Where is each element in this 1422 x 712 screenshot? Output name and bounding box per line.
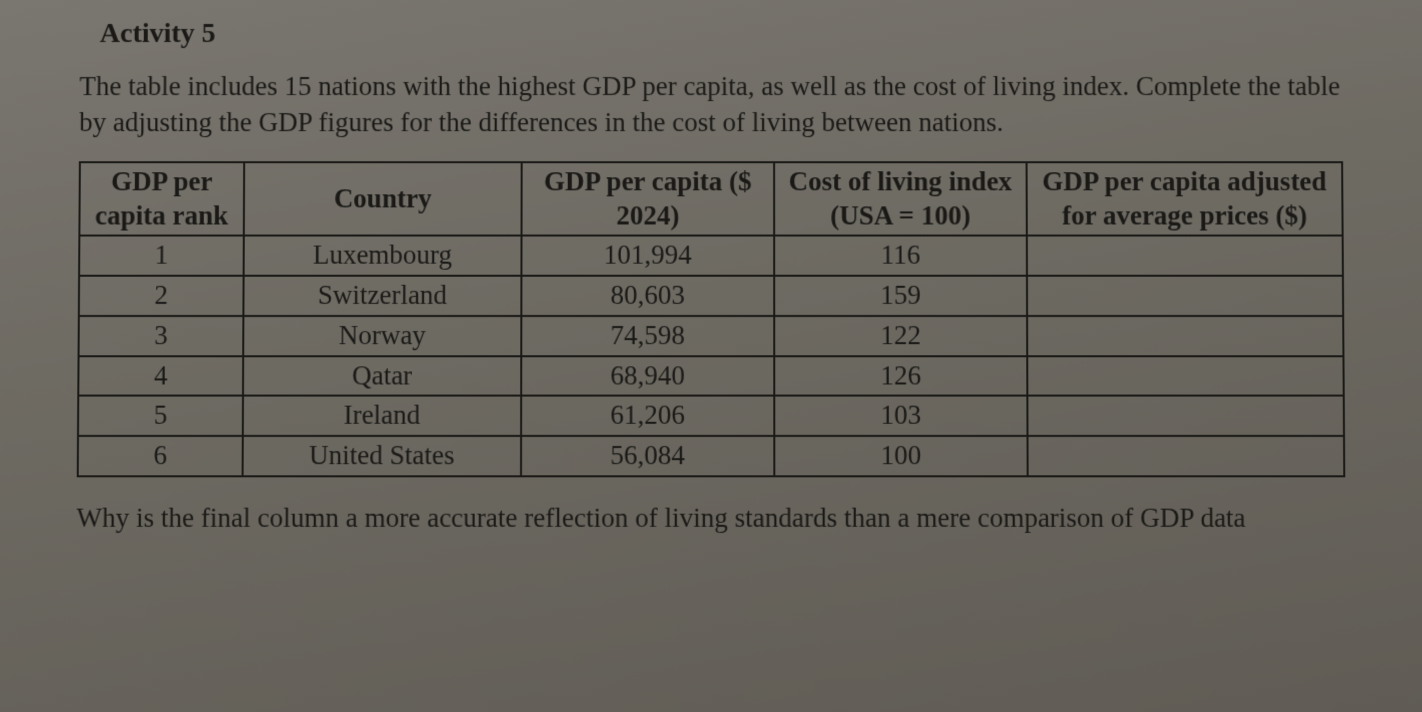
cell-rank: 3 [79,316,244,356]
intro-paragraph: The table includes 15 nations with the h… [79,68,1343,141]
header-col: Cost of living index (USA = 100) [774,162,1027,236]
page: Activity 5 The table includes 15 nations… [0,0,1422,712]
cell-col: 100 [774,436,1027,476]
table-row: 3 Norway 74,598 122 [79,316,1344,356]
header-gdp: GDP per capita ($ 2024) [521,162,774,236]
cell-col: 126 [774,356,1027,396]
cell-country: Ireland [243,396,522,436]
cell-rank: 1 [79,236,243,276]
table-row: 4 Qatar 68,940 126 [78,356,1343,396]
cell-rank: 5 [78,396,243,436]
table-row: 2 Switzerland 80,603 159 [79,276,1343,316]
cell-country: Luxembourg [243,236,521,276]
cell-rank: 2 [79,276,244,316]
cell-rank: 4 [78,356,243,396]
cell-gdp: 74,598 [521,316,774,356]
table-row: 6 United States 56,084 100 [78,436,1345,476]
cell-adjusted [1027,436,1344,476]
cell-country: Norway [243,316,521,356]
cell-col: 159 [774,276,1027,316]
cell-adjusted [1027,316,1343,356]
table-body: 1 Luxembourg 101,994 116 2 Switzerland 8… [78,236,1345,476]
cell-country: Switzerland [243,276,521,316]
cell-adjusted [1027,276,1343,316]
cell-country: Qatar [243,356,521,396]
cell-col: 116 [774,236,1027,276]
table-row: 1 Luxembourg 101,994 116 [79,236,1343,276]
cell-gdp: 80,603 [521,276,774,316]
header-country: Country [244,162,522,236]
gdp-table: GDP per capita rank Country GDP per capi… [77,161,1346,477]
cell-rank: 6 [78,436,243,476]
table-row: 5 Ireland 61,206 103 [78,396,1344,436]
cell-col: 103 [774,396,1027,436]
header-rank: GDP per capita rank [79,162,244,236]
footer-question: Why is the final column a more accurate … [76,499,1345,536]
cell-gdp: 68,940 [521,356,774,396]
cell-col: 122 [774,316,1027,356]
header-adj: GDP per capita adjusted for average pric… [1027,162,1343,236]
cell-country: United States [242,436,521,476]
cell-gdp: 101,994 [521,236,774,276]
cell-gdp: 61,206 [521,396,774,436]
cell-gdp: 56,084 [521,436,774,476]
cell-adjusted [1027,356,1344,396]
cell-adjusted [1027,396,1344,436]
cell-adjusted [1027,236,1343,276]
activity-title: Activity 5 [100,18,1343,50]
table-header-row: GDP per capita rank Country GDP per capi… [79,162,1342,236]
